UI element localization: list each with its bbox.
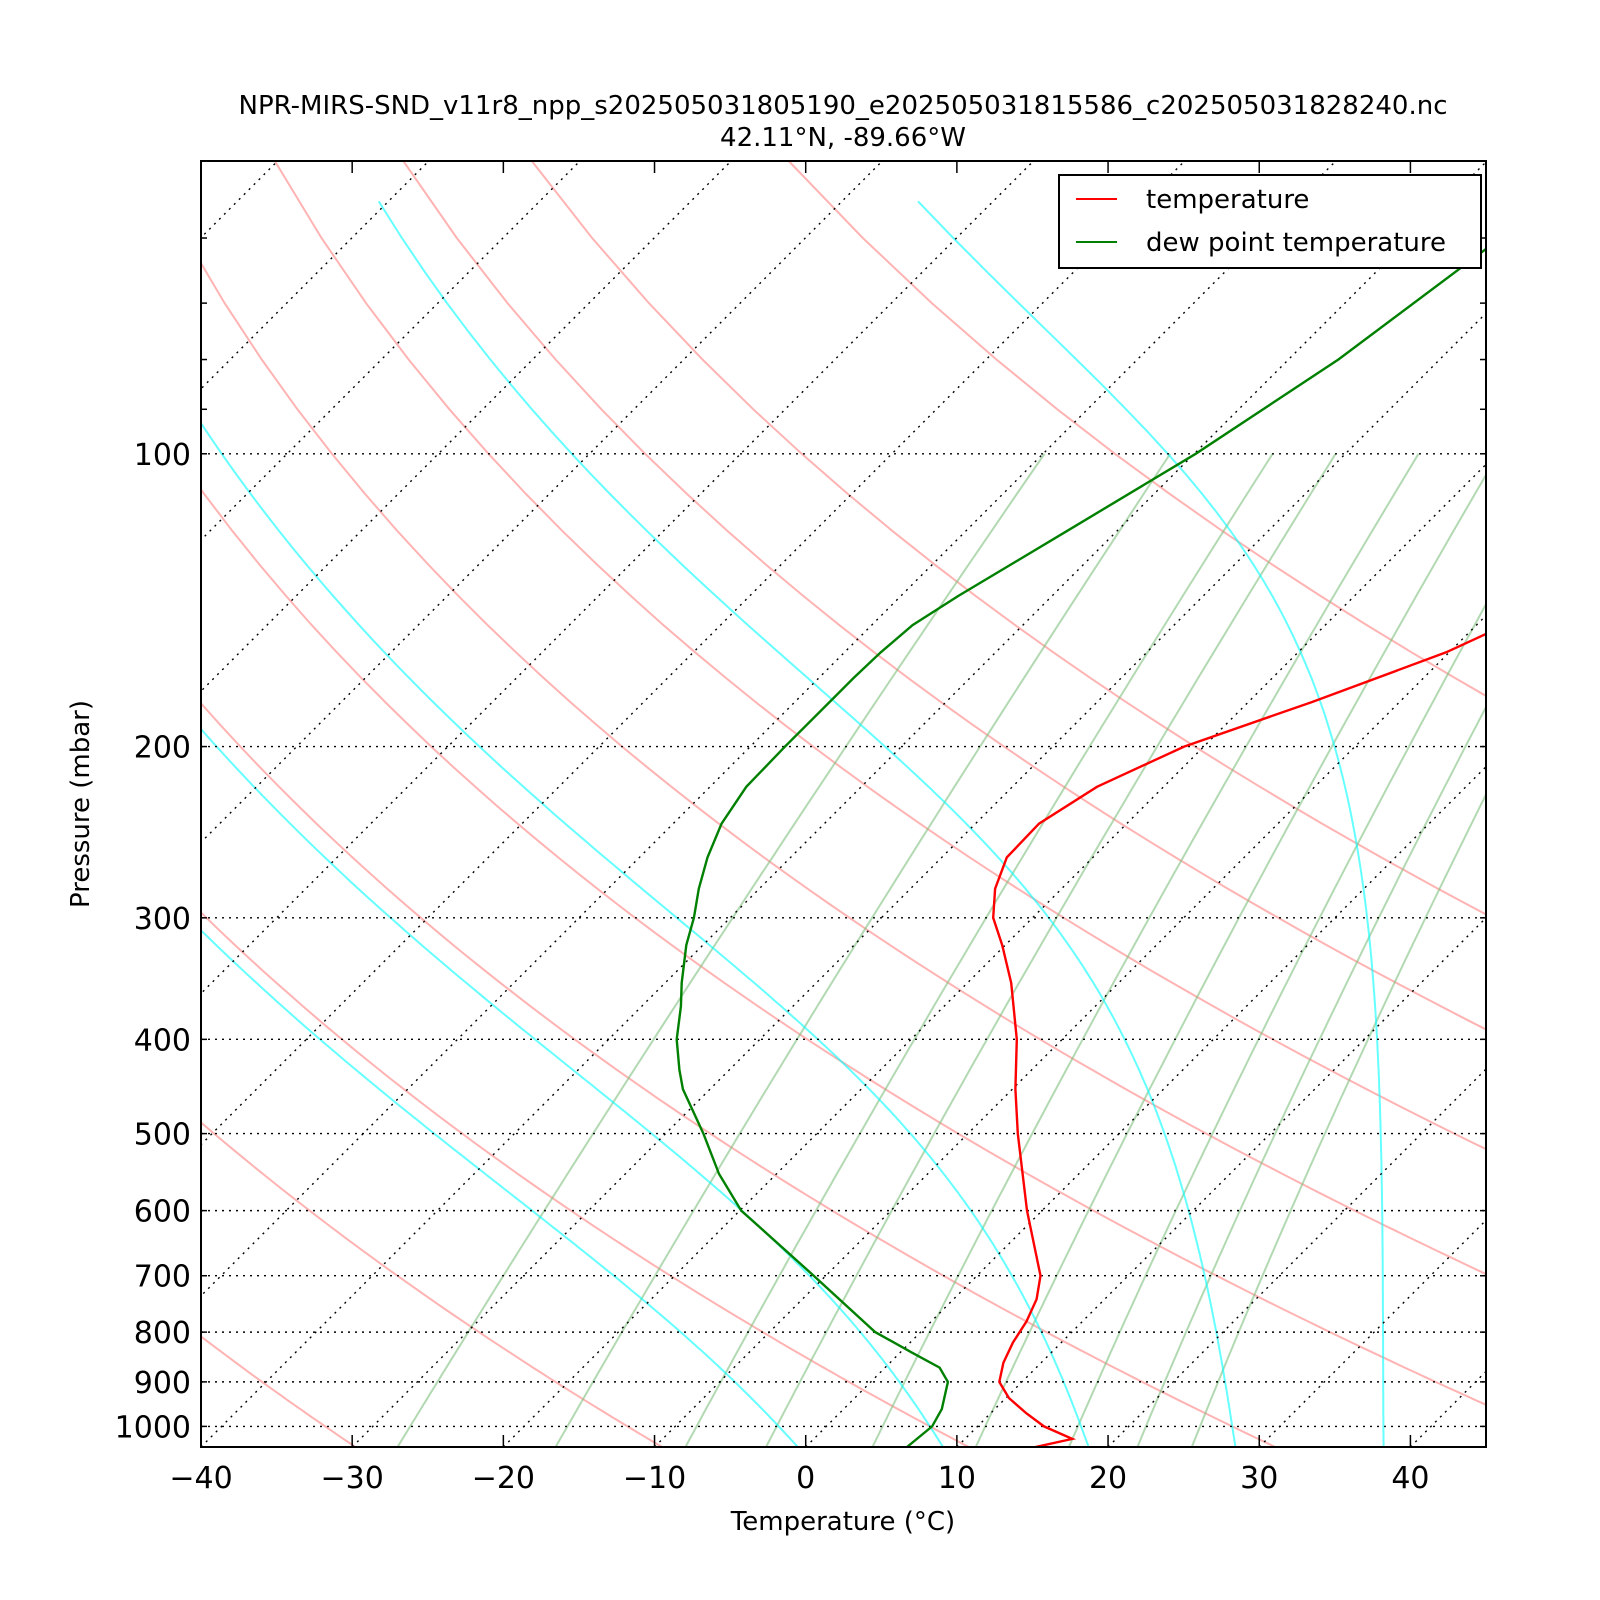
x-tick-label: 10	[938, 1461, 976, 1496]
y-tick-label: 600	[134, 1195, 191, 1230]
moist-adiabat-line	[201, 727, 945, 1447]
isotherm-line	[1107, 1068, 1486, 1447]
dry-adiabat-line	[531, 161, 1486, 916]
y-tick-label: 900	[134, 1366, 191, 1401]
mixing-ratio-line	[974, 472, 1486, 1447]
x-tick-label: 30	[1240, 1461, 1278, 1496]
moist-adiabat-line	[201, 421, 1090, 1447]
y-tick-label: 400	[134, 1023, 191, 1058]
y-tick-label: 100	[134, 438, 191, 473]
legend-label-dewpoint: dew point temperature	[1146, 228, 1446, 258]
legend: temperature dew point temperature	[1058, 174, 1482, 269]
reference-lines	[201, 161, 1600, 1449]
x-tick-label: 40	[1391, 1461, 1429, 1496]
mixing-ratio-line	[1190, 792, 1486, 1447]
isotherm-line	[201, 161, 430, 390]
isotherm-line	[201, 161, 1337, 1297]
plot-frame	[200, 160, 1487, 1448]
isotherm-line	[0, 161, 126, 1447]
chart-subtitle: 42.11°N, -89.66°W	[720, 123, 966, 153]
isotherm-line	[956, 916, 1486, 1447]
isotherm-line	[654, 614, 1486, 1447]
mixing-ratio-line	[554, 453, 1172, 1447]
moist-adiabat-line	[377, 200, 1237, 1447]
x-tick-label: −10	[623, 1461, 686, 1496]
dewpoint-line	[675, 247, 1486, 1447]
y-tick-label: 700	[134, 1260, 191, 1295]
y-tick-label: 1000	[115, 1410, 191, 1445]
y-tick-label: 300	[134, 902, 191, 937]
mixing-ratio-line	[1136, 704, 1486, 1447]
x-axis-label: Temperature (°C)	[730, 1507, 955, 1537]
isotherm-line	[201, 161, 883, 844]
mixing-ratio-line	[396, 453, 1046, 1447]
dry-adiabat-line	[201, 701, 1276, 1447]
mixing-ratio-line	[765, 453, 1337, 1447]
x-tick-label: −30	[321, 1461, 384, 1496]
data-series	[675, 247, 1486, 1447]
isotherm-line	[1409, 1370, 1486, 1447]
isotherm-line	[1562, 161, 1600, 1447]
dry-adiabat-line	[787, 161, 1486, 698]
dry-adiabat-line	[201, 1335, 357, 1447]
moist-adiabat-line	[201, 929, 800, 1447]
x-tick-label: 0	[796, 1461, 815, 1496]
axes: −40 −30 −20 −10 0 10 20 30 40 100 200 300 400 500 600 7…	[115, 161, 1486, 1496]
isotherm-line	[201, 161, 1186, 1146]
dry-adiabat-line	[273, 161, 1486, 1151]
mixing-ratio-line	[1067, 602, 1486, 1447]
dry-adiabat-line	[201, 1121, 663, 1447]
y-tick-label: 200	[134, 731, 191, 766]
moist-adiabat-line	[917, 200, 1385, 1447]
x-tick-label: −40	[169, 1461, 232, 1496]
dry-adiabat-line	[201, 487, 1486, 1406]
y-axis-label: Pressure (mbar)	[66, 700, 96, 908]
x-tick-label: −20	[472, 1461, 535, 1496]
dry-adiabat-line	[201, 911, 970, 1447]
legend-box	[1058, 174, 1482, 269]
dry-adiabat-line	[201, 261, 1486, 1276]
temperature-line	[991, 632, 1486, 1447]
grid-lines	[0, 161, 1600, 1447]
y-tick-label: 500	[134, 1118, 191, 1153]
mixing-ratio-line	[684, 453, 1274, 1447]
isotherm-line	[201, 161, 1486, 1447]
x-tick-label: 20	[1089, 1461, 1127, 1496]
dry-adiabat-line	[402, 161, 1486, 1031]
isotherm-line	[201, 161, 732, 693]
chart-title: NPR-MIRS-SND_v11r8_npp_s202505031805190_…	[239, 91, 1448, 121]
isotherm-line	[1258, 1219, 1486, 1447]
y-tick-label: 800	[134, 1316, 191, 1351]
legend-label-temperature: temperature	[1146, 185, 1309, 215]
moist-adiabat-line	[1533, 201, 1600, 1449]
isotherm-line	[351, 312, 1486, 1447]
isotherm-line	[201, 161, 279, 239]
mixing-ratio-line	[871, 453, 1420, 1447]
